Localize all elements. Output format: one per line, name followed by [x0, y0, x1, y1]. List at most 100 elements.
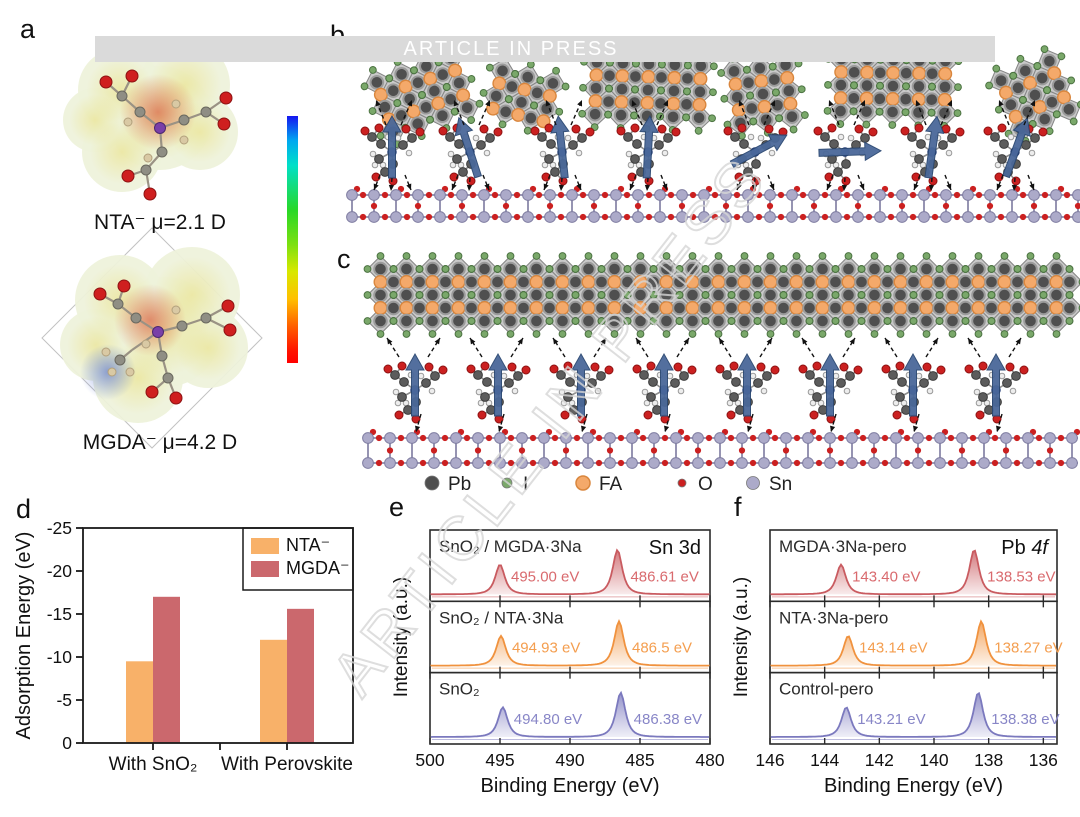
ligand-molecule	[983, 117, 1048, 186]
xps-ylabel: Intensity (a.u.)	[391, 577, 412, 697]
nta-caption: NTA⁻ μ=2.1 D	[94, 211, 226, 234]
ligand-molecule	[360, 114, 425, 186]
legend-label-O: O	[698, 474, 713, 495]
ligand-molecule	[723, 123, 788, 186]
xps-xlabel: Binding Energy (eV)	[481, 775, 660, 797]
dipole-arrow	[986, 352, 1006, 417]
panel-a-scene	[41, 40, 263, 449]
ligand-molecule	[466, 352, 531, 424]
d-ytick: -10	[47, 647, 73, 667]
peak-label: 138.53 eV	[987, 568, 1055, 585]
xps-xtick: 142	[865, 750, 894, 770]
xps-title-f: Pb 4f	[1001, 537, 1050, 559]
dipole-arrow	[654, 352, 674, 417]
bar-NTA⁻-0	[126, 661, 153, 743]
xps-trace-label: SnO₂	[439, 680, 480, 699]
xps-xtick: 144	[810, 750, 839, 770]
ligand-molecule	[383, 352, 448, 424]
ligand-molecule	[632, 352, 697, 424]
atom-legend: Pb I FA O Sn	[424, 474, 792, 495]
peak-label: 494.80 eV	[514, 711, 582, 728]
d-legend-label: MGDA⁻	[286, 558, 350, 578]
peak-label: 486.38 eV	[634, 711, 702, 728]
peak-label: 143.14 eV	[859, 640, 927, 657]
ligand-molecule	[715, 352, 780, 424]
ligand-molecule	[881, 352, 946, 424]
xps-trace-f-1	[770, 619, 1057, 667]
ligand-molecule	[530, 115, 595, 186]
d-legend-swatch	[251, 538, 279, 554]
peak-label: 143.40 eV	[852, 568, 920, 585]
legend-dot-I	[501, 477, 513, 489]
dipole-arrow	[737, 352, 757, 417]
panel-c-scene: Pb I FA O Sn	[362, 252, 1080, 495]
perovskite-slab	[363, 252, 1080, 338]
peak-label: 495.00 eV	[511, 568, 579, 585]
peak-label: 486.5 eV	[632, 640, 692, 657]
dipole-arrow	[488, 352, 508, 417]
ligand-molecule	[438, 116, 503, 186]
xps-panel-f: MGDA·3Na-pero 143.40 eV 138.53 eV Pb 4f NTA·…	[731, 529, 1063, 797]
bar-NTA⁻-1	[260, 639, 287, 743]
dipole-arrow	[924, 115, 945, 179]
xps-trace-label: SnO₂ / MGDA·3Na	[439, 537, 582, 556]
ligand-molecule	[813, 123, 882, 186]
esp-colorbar	[287, 116, 298, 363]
xps-xtick: 146	[755, 750, 784, 770]
xps-xtick: 138	[974, 750, 1003, 770]
xps-xtick: 485	[625, 750, 654, 770]
bar-MGDA⁻-1	[287, 608, 314, 743]
dipole-arrow	[454, 116, 482, 179]
d-ytick: -20	[47, 561, 73, 581]
dipole-arrow	[729, 134, 788, 168]
perovskite-slab	[360, 41, 484, 149]
ligand-molecule	[549, 352, 614, 424]
bar-chart-d: 0 -5 -10 -15 -20 -25 With SnO₂ With Perovskite A…	[13, 518, 354, 775]
xps-xtick: 136	[1029, 750, 1058, 770]
d-ytick: -5	[56, 690, 72, 710]
sno2-lattice	[346, 185, 1080, 223]
sno2-lattice	[362, 428, 1080, 469]
dipole-arrow	[639, 115, 659, 179]
peak-label: 486.61 eV	[630, 568, 698, 585]
peak-label: 494.93 eV	[512, 640, 580, 657]
xps-title-e: Sn 3d	[649, 537, 701, 559]
d-legend-label: NTA⁻	[286, 535, 330, 555]
legend-label-Sn: Sn	[769, 474, 792, 495]
xps-xtick: 490	[555, 750, 584, 770]
xps-trace-label: Control-pero	[779, 680, 874, 699]
d-ytick: -15	[47, 604, 72, 624]
xps-trace-f-2	[771, 691, 1057, 738]
panel-label-d: d	[16, 494, 32, 524]
peak-label: 138.27 eV	[994, 640, 1062, 657]
xps-trace-e-2	[430, 690, 709, 738]
d-ytick: -25	[47, 518, 72, 538]
xps-xtick: 480	[695, 750, 724, 770]
xps-panel-e: SnO₂ / MGDA·3Na 495.00 eV 486.61 eV Sn 3d Sn…	[391, 529, 725, 797]
xps-trace-e-0	[430, 548, 710, 596]
panel-label-f: f	[734, 492, 742, 522]
bar-MGDA⁻-0	[153, 596, 180, 743]
xps-trace-label: SnO₂ / NTA·3Na	[439, 608, 564, 627]
article-in-press-banner: ARTICLE IN PRESS	[95, 36, 995, 62]
legend-dot-Sn	[746, 476, 760, 490]
perovskite-slab	[479, 54, 570, 135]
legend-label-FA: FA	[599, 474, 623, 495]
legend-dot-O	[677, 478, 687, 488]
legend-dot-Pb	[424, 475, 440, 491]
d-category-label: With Perovskite	[221, 754, 353, 775]
mgda-caption: MGDA⁻ μ=4.2 D	[82, 431, 238, 454]
dipole-arrow	[903, 352, 923, 417]
d-ytick: 0	[62, 733, 72, 753]
dipole-arrow	[571, 352, 591, 417]
dipole-arrow	[382, 114, 402, 179]
xps-trace-label: MGDA·3Na-pero	[779, 537, 907, 556]
xps-xtick: 500	[415, 750, 444, 770]
d-category-label: With SnO₂	[109, 754, 198, 775]
panel-label-a: a	[20, 14, 36, 44]
panel-b-scene	[346, 41, 1080, 223]
dipole-arrow	[1002, 117, 1031, 179]
ligand-molecule	[964, 352, 1029, 424]
